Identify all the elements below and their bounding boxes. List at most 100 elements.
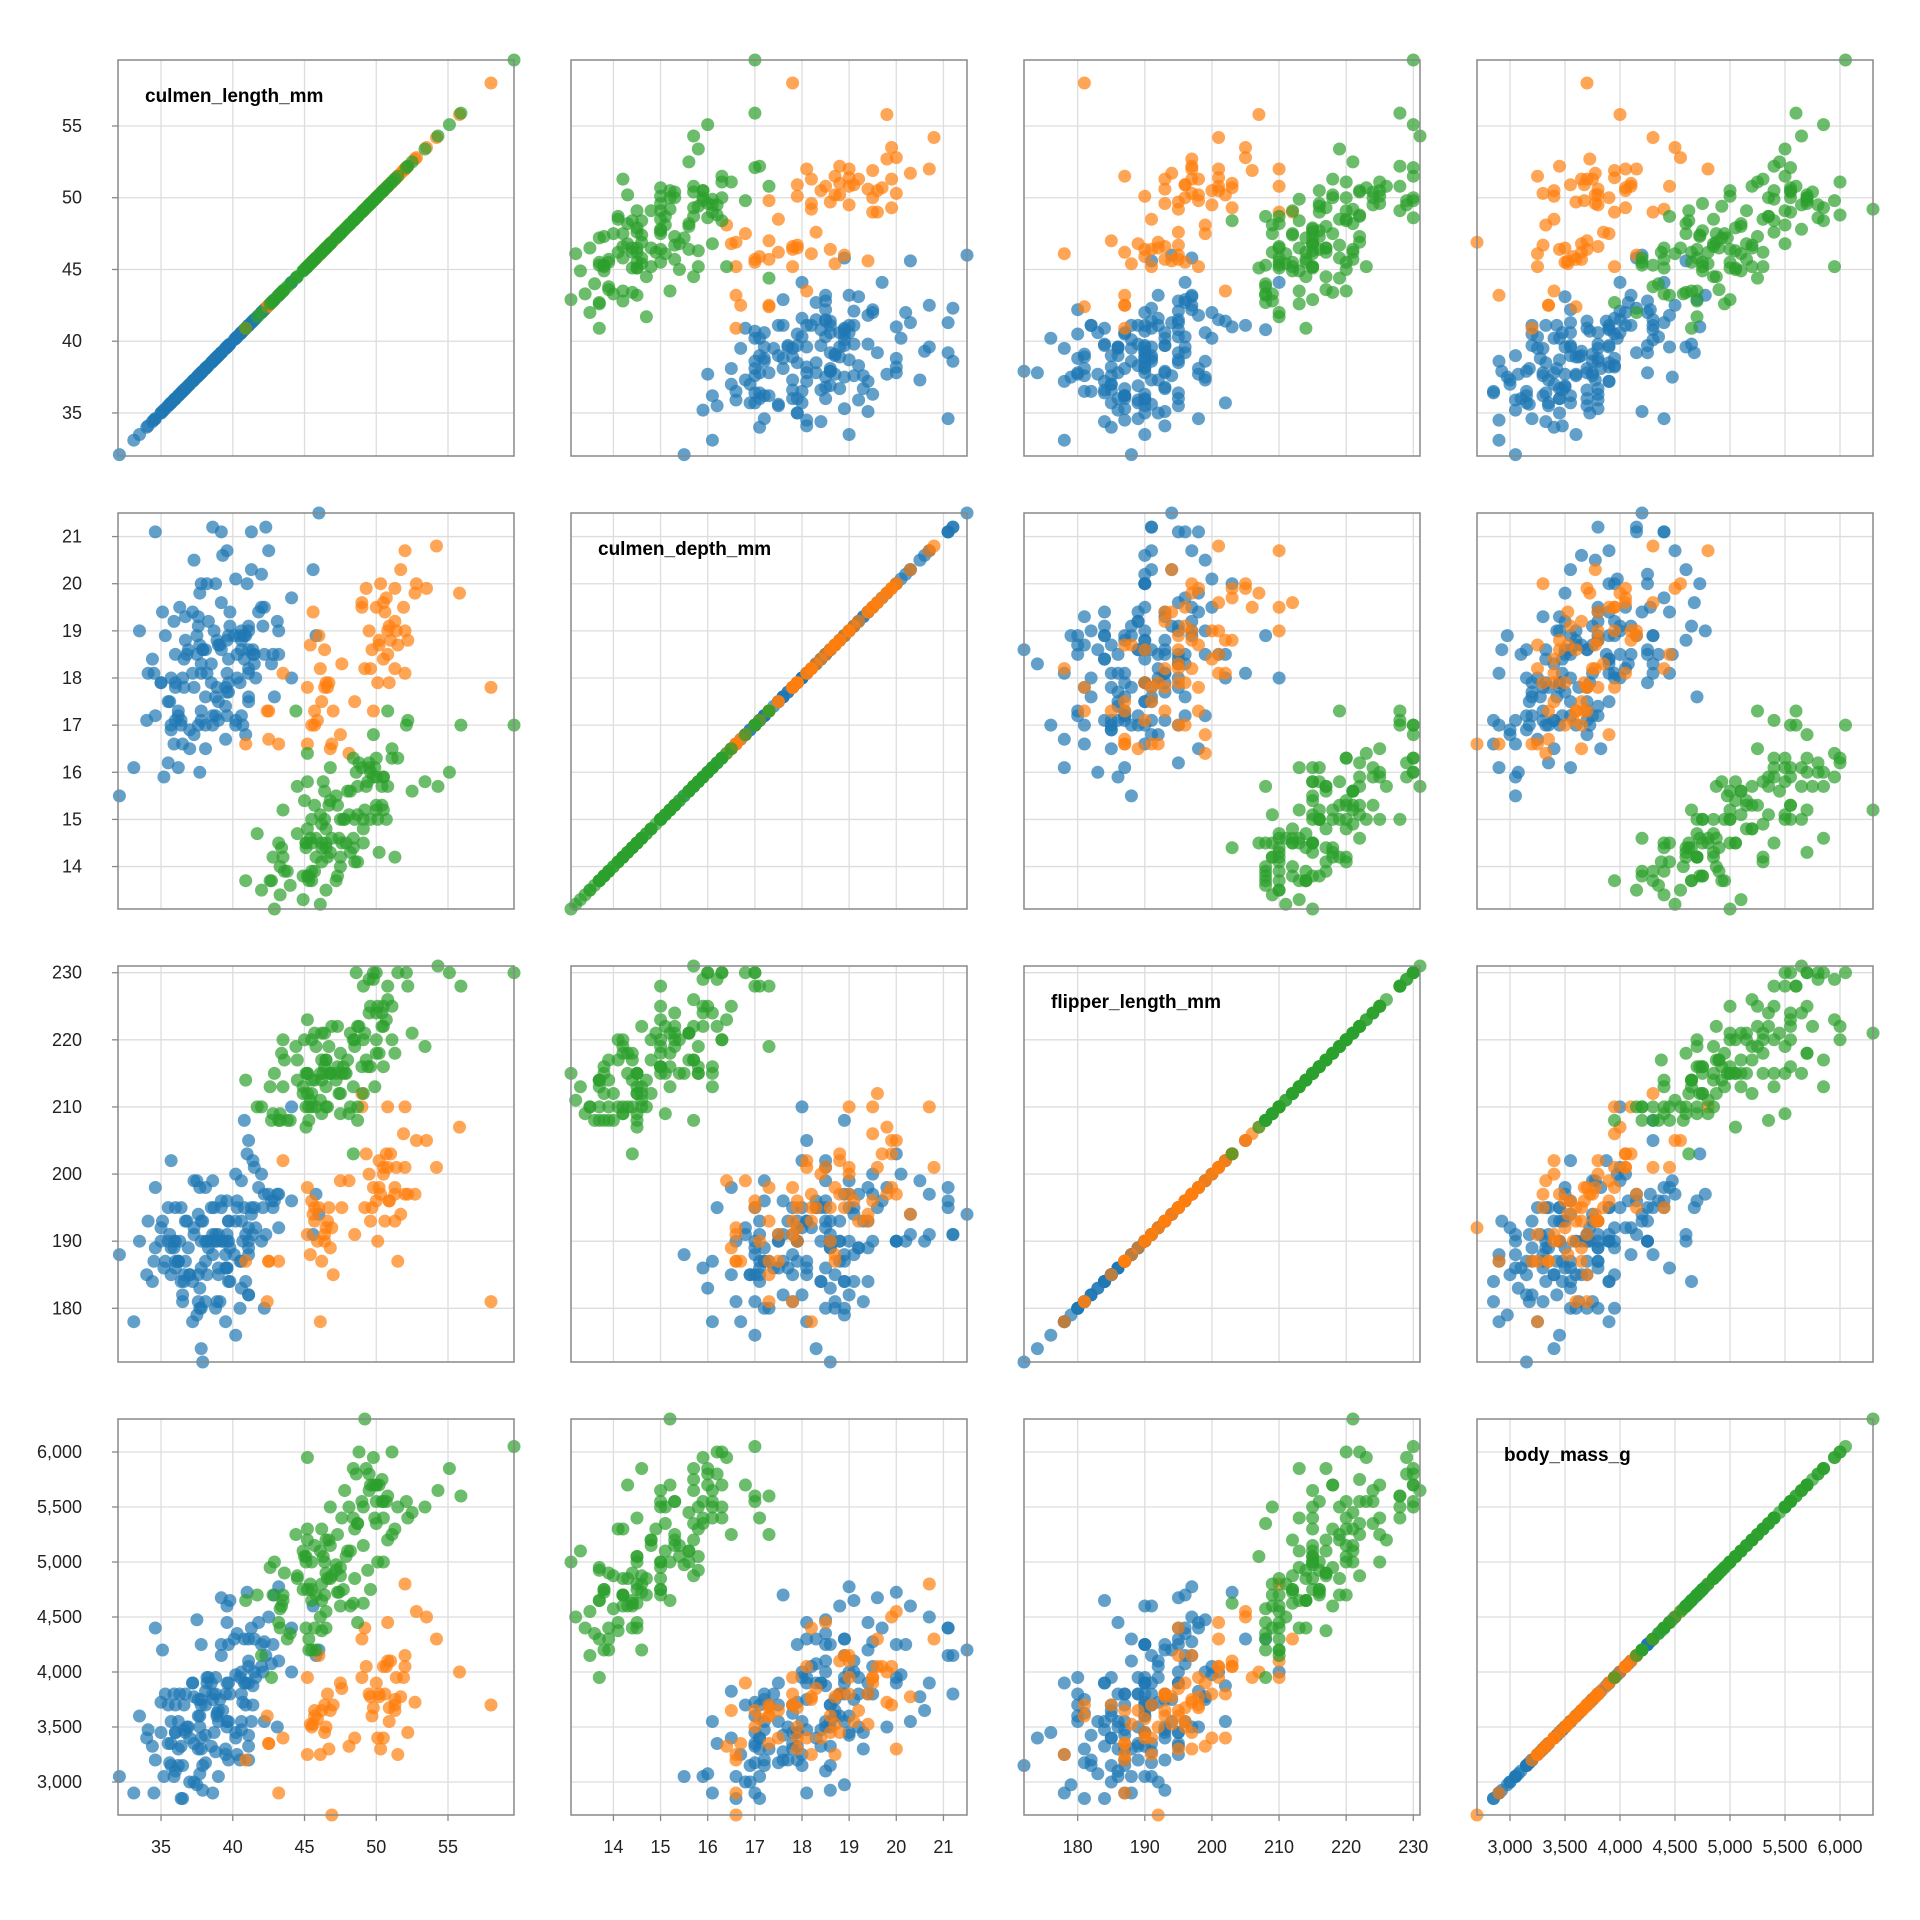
data-point-series-1 bbox=[804, 662, 818, 676]
data-point-series-1 bbox=[300, 680, 314, 694]
data-point-series-0 bbox=[946, 1649, 960, 1662]
data-point-series-0 bbox=[1679, 563, 1693, 577]
data-point-series-1 bbox=[326, 704, 340, 718]
data-point-series-1 bbox=[1171, 195, 1185, 209]
data-point-series-0 bbox=[776, 1588, 790, 1602]
data-point-series-0 bbox=[1084, 318, 1098, 332]
data-point-series-1 bbox=[1657, 1201, 1671, 1215]
data-point-series-1 bbox=[355, 596, 369, 610]
data-point-series-1 bbox=[420, 1134, 433, 1147]
data-point-series-0 bbox=[222, 629, 235, 643]
data-point-series-2 bbox=[1707, 1066, 1720, 1080]
data-point-series-1 bbox=[885, 1147, 899, 1161]
data-point-series-0 bbox=[168, 1698, 182, 1712]
data-point-series-2 bbox=[630, 1616, 644, 1629]
data-point-series-0 bbox=[1610, 331, 1624, 345]
data-point-series-0 bbox=[1539, 356, 1553, 370]
data-point-series-2 bbox=[405, 1026, 419, 1040]
data-point-series-1 bbox=[1077, 704, 1091, 718]
data-point-series-0 bbox=[229, 1167, 243, 1181]
data-point-series-0 bbox=[214, 346, 228, 360]
data-point-series-1 bbox=[800, 162, 814, 176]
data-point-series-2 bbox=[1608, 1113, 1621, 1127]
data-point-series-0 bbox=[913, 553, 927, 567]
data-point-series-0 bbox=[753, 420, 767, 434]
data-point-series-0 bbox=[696, 403, 710, 417]
data-point-series-2 bbox=[1286, 822, 1299, 836]
data-point-series-2 bbox=[356, 1087, 370, 1100]
data-point-series-1 bbox=[866, 164, 880, 177]
data-point-series-1 bbox=[833, 159, 847, 173]
data-point-series-1 bbox=[1145, 1228, 1158, 1241]
data-point-series-0 bbox=[1641, 643, 1654, 657]
data-point-series-1 bbox=[326, 1268, 340, 1282]
data-point-series-2 bbox=[1740, 798, 1753, 812]
data-point-series-0 bbox=[1663, 1261, 1676, 1275]
data-point-series-2 bbox=[1353, 831, 1367, 845]
data-point-series-1 bbox=[1272, 624, 1286, 638]
data-point-series-2 bbox=[1767, 159, 1781, 173]
data-point-series-2 bbox=[625, 285, 639, 299]
data-point-series-1 bbox=[1536, 577, 1550, 591]
data-point-series-2 bbox=[1406, 765, 1420, 779]
data-point-series-1 bbox=[318, 643, 332, 657]
data-point-series-2 bbox=[1286, 227, 1299, 241]
data-point-series-2 bbox=[372, 1046, 386, 1060]
data-point-series-1 bbox=[786, 1671, 800, 1684]
panel-flipper_length_mm-vs-culmen_length_mm bbox=[112, 959, 521, 1369]
data-point-series-0 bbox=[861, 1241, 875, 1255]
data-point-series-1 bbox=[1192, 172, 1205, 186]
data-point-series-0 bbox=[168, 713, 182, 727]
data-point-series-0 bbox=[1602, 356, 1616, 370]
data-point-series-1 bbox=[804, 1214, 818, 1228]
data-point-series-1 bbox=[828, 257, 842, 271]
data-point-series-1 bbox=[1613, 586, 1627, 600]
data-point-series-0 bbox=[194, 1342, 208, 1356]
data-point-series-2 bbox=[762, 704, 776, 718]
data-point-series-0 bbox=[800, 318, 814, 332]
data-point-series-2 bbox=[305, 1555, 319, 1569]
data-point-series-0 bbox=[1509, 713, 1522, 727]
data-point-series-0 bbox=[220, 544, 234, 558]
data-point-series-1 bbox=[303, 638, 317, 652]
data-point-series-2 bbox=[401, 713, 415, 727]
data-point-series-2 bbox=[277, 1566, 291, 1580]
data-point-series-0 bbox=[809, 1342, 823, 1356]
data-point-series-0 bbox=[1495, 643, 1509, 657]
data-point-series-0 bbox=[222, 1753, 235, 1767]
data-point-series-2 bbox=[1393, 718, 1407, 732]
data-point-series-1 bbox=[1118, 288, 1132, 302]
data-point-series-1 bbox=[1077, 680, 1091, 694]
data-point-series-1 bbox=[1542, 1254, 1555, 1268]
data-point-series-1 bbox=[1124, 257, 1138, 271]
data-point-series-1 bbox=[819, 647, 833, 661]
data-point-series-2 bbox=[376, 803, 390, 817]
data-point-series-0 bbox=[1124, 789, 1138, 803]
data-point-series-1 bbox=[1185, 159, 1199, 173]
data-point-series-0 bbox=[729, 393, 743, 407]
data-point-series-1 bbox=[1138, 189, 1152, 203]
data-point-series-2 bbox=[611, 855, 625, 869]
data-point-series-0 bbox=[861, 405, 875, 418]
data-point-series-0 bbox=[1104, 742, 1118, 756]
data-point-series-2 bbox=[1674, 883, 1687, 897]
data-point-series-1 bbox=[1547, 284, 1561, 298]
data-point-series-1 bbox=[401, 1187, 415, 1201]
data-point-series-1 bbox=[1608, 205, 1621, 219]
data-point-series-2 bbox=[1333, 251, 1346, 265]
data-point-series-0 bbox=[814, 415, 828, 429]
data-point-series-2 bbox=[1292, 297, 1306, 311]
data-point-series-2 bbox=[668, 798, 682, 812]
data-point-series-0 bbox=[154, 1695, 168, 1709]
data-point-series-2 bbox=[630, 1511, 644, 1525]
data-point-series-0 bbox=[242, 1288, 256, 1302]
data-point-series-1 bbox=[790, 1194, 804, 1208]
data-point-series-1 bbox=[313, 1315, 327, 1329]
data-point-series-2 bbox=[1806, 185, 1819, 199]
data-point-series-1 bbox=[348, 1228, 362, 1241]
data-point-series-1 bbox=[819, 179, 833, 193]
data-point-series-0 bbox=[903, 1599, 917, 1613]
panel-culmen_depth_mm-vs-body_mass_g bbox=[1470, 506, 1880, 916]
data-point-series-0 bbox=[1602, 1275, 1616, 1288]
data-point-series-2 bbox=[1696, 255, 1709, 269]
